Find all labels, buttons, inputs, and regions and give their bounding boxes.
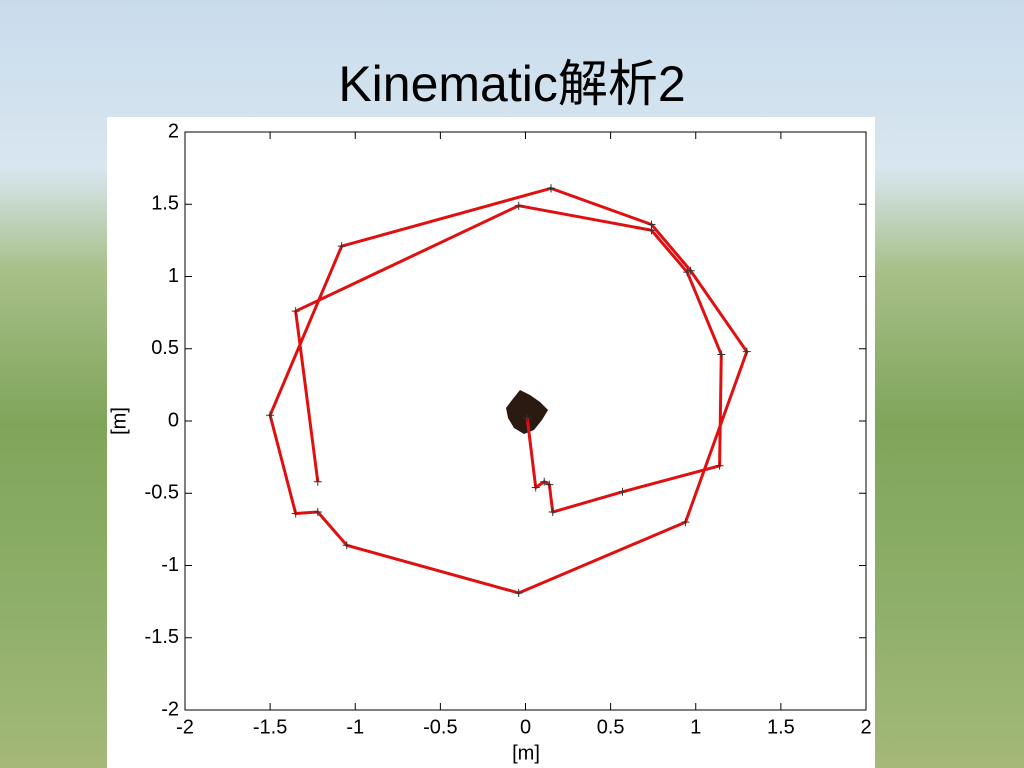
- x-tick-label: 1: [690, 716, 701, 738]
- x-tick-label: 0.5: [597, 716, 625, 738]
- point-marker: [291, 307, 300, 316]
- point-marker: [686, 266, 695, 275]
- point-marker: [545, 480, 554, 489]
- point-marker: [548, 508, 557, 517]
- point-marker: [618, 487, 627, 496]
- y-axis-label: [m]: [108, 407, 130, 435]
- x-tick-label: 1.5: [767, 716, 795, 738]
- y-tick-label: -0.5: [145, 482, 179, 504]
- point-marker: [715, 461, 724, 470]
- point-marker: [313, 477, 322, 486]
- chart-panel: [107, 117, 875, 768]
- point-marker: [717, 350, 726, 359]
- y-tick-label: 1: [168, 265, 179, 287]
- point-marker: [647, 220, 656, 229]
- point-cluster: [506, 390, 548, 434]
- x-tick-label: -1: [346, 716, 364, 738]
- y-tick-label: -1.5: [145, 626, 179, 648]
- x-tick-label: -2: [176, 716, 194, 738]
- y-tick-label: 1.5: [151, 193, 179, 215]
- y-tick-label: -2: [161, 698, 179, 720]
- point-marker: [337, 242, 346, 251]
- x-tick-label: -0.5: [423, 716, 457, 738]
- point-marker: [291, 509, 300, 518]
- point-marker: [531, 483, 540, 492]
- point-marker: [514, 588, 523, 597]
- x-axis-label: [m]: [512, 742, 540, 764]
- point-marker: [547, 184, 556, 193]
- point-marker: [514, 201, 523, 210]
- x-tick-label: 2: [860, 716, 871, 738]
- point-marker: [742, 347, 751, 356]
- y-tick-label: 0: [168, 409, 179, 431]
- y-tick-label: -1: [161, 554, 179, 576]
- point-marker: [523, 414, 532, 423]
- y-tick-label: 2: [168, 120, 179, 142]
- point-marker: [342, 541, 351, 550]
- y-tick-label: 0.5: [151, 337, 179, 359]
- point-marker: [683, 268, 692, 277]
- point-marker: [540, 477, 549, 486]
- point-marker: [266, 411, 275, 420]
- point-marker: [313, 508, 322, 517]
- chart-title: Kinematic解析2: [338, 56, 685, 112]
- point-marker: [681, 518, 690, 527]
- x-tick-label: 0: [520, 716, 531, 738]
- x-tick-label: -1.5: [253, 716, 287, 738]
